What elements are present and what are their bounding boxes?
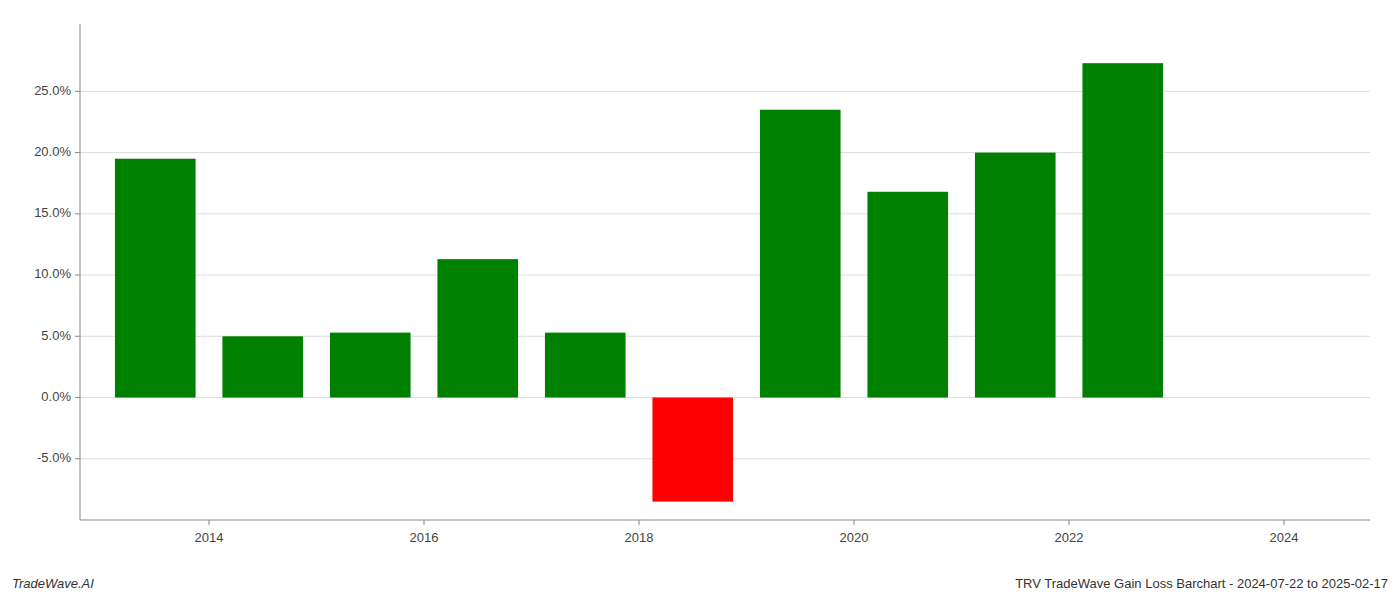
bar <box>115 159 196 398</box>
y-tick-label: 0.0% <box>41 389 71 404</box>
y-tick <box>75 213 80 214</box>
y-tick-label: -5.0% <box>37 450 71 465</box>
x-tick-label: 2018 <box>625 530 654 545</box>
x-tick-label: 2024 <box>1270 530 1299 545</box>
bar <box>975 153 1056 398</box>
bar <box>652 398 733 502</box>
bar <box>1082 63 1163 397</box>
x-tick <box>1069 520 1070 525</box>
y-axis-line <box>80 24 81 520</box>
y-tick-label: 25.0% <box>34 83 71 98</box>
y-tick <box>75 275 80 276</box>
x-tick-label: 2014 <box>195 530 224 545</box>
x-tick <box>854 520 855 525</box>
x-tick <box>1284 520 1285 525</box>
y-tick <box>75 152 80 153</box>
x-axis: 2014 2016 2018 2020 2022 2024 <box>195 520 1299 545</box>
bar <box>760 110 841 398</box>
x-tick <box>209 520 210 525</box>
y-tick <box>75 91 80 92</box>
x-tick <box>424 520 425 525</box>
footer-right: TRV TradeWave Gain Loss Barchart - 2024-… <box>1015 576 1388 591</box>
chart-svg: -5.0%0.0%5.0%10.0%15.0%20.0%25.0%2014201… <box>0 0 1400 600</box>
bar <box>222 336 303 397</box>
grid-line <box>80 152 1370 153</box>
x-tick-label: 2016 <box>410 530 439 545</box>
x-tick-label: 2022 <box>1055 530 1084 545</box>
y-tick-label: 5.0% <box>41 328 71 343</box>
y-tick-label: 20.0% <box>34 144 71 159</box>
y-tick-label: 10.0% <box>34 266 71 281</box>
y-tick <box>75 397 80 398</box>
bar <box>437 259 518 397</box>
y-tick-label: 15.0% <box>34 205 71 220</box>
bars <box>115 63 1163 501</box>
y-tick <box>75 458 80 459</box>
grid-line <box>80 275 1370 276</box>
y-tick <box>75 336 80 337</box>
footer-left: TradeWave.AI <box>12 576 94 591</box>
x-tick <box>639 520 640 525</box>
x-axis-line <box>80 520 1370 521</box>
grid-line <box>80 91 1370 92</box>
bar <box>867 192 948 398</box>
chart-container: -5.0%0.0%5.0%10.0%15.0%20.0%25.0%2014201… <box>0 0 1400 600</box>
grid-line <box>80 213 1370 214</box>
bar <box>330 333 411 398</box>
x-tick-label: 2020 <box>840 530 869 545</box>
bar <box>545 333 626 398</box>
